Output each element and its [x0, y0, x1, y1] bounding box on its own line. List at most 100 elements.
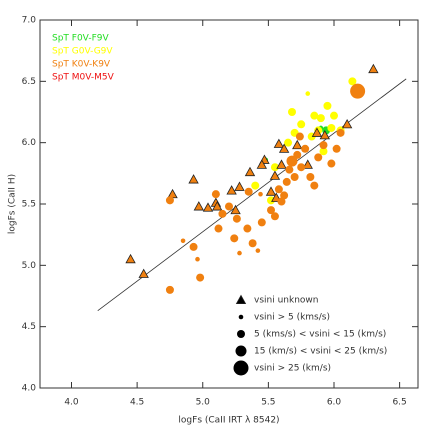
data-point [319, 147, 328, 156]
size-legend-label: vsini unknown [254, 296, 318, 306]
data-point [350, 83, 366, 99]
data-point [202, 202, 214, 212]
data-point [270, 212, 279, 221]
x-axis-label: logFs (CaII IRT λ 8542) [178, 416, 279, 426]
data-point [165, 196, 174, 205]
data-point [323, 101, 332, 110]
data-point [277, 197, 286, 206]
data-point [258, 191, 263, 197]
data-point [269, 170, 281, 180]
data-point [336, 128, 345, 137]
y-tick-label: 5.5 [22, 200, 36, 210]
data-point [310, 181, 319, 190]
data-point [295, 132, 304, 141]
size-legend-label: vsini > 5 (kms/s) [254, 313, 330, 323]
data-point [273, 138, 285, 148]
data-point [332, 144, 341, 153]
size-legend-marker [233, 360, 249, 376]
y-tick-label: 4.0 [22, 384, 37, 394]
data-point [188, 174, 199, 184]
data-point [314, 153, 323, 162]
data-point [278, 143, 290, 153]
data-point [327, 159, 336, 168]
data-point [311, 127, 323, 137]
data-point [316, 114, 325, 123]
fit-line [97, 78, 407, 312]
size-legend-label: vsini > 25 (km/s) [254, 364, 331, 374]
x-tick-label: 4.5 [130, 398, 144, 408]
data-point [193, 201, 204, 211]
data-point [297, 120, 306, 129]
data-point [237, 250, 242, 256]
data-point [218, 209, 227, 218]
data-point [341, 118, 353, 129]
data-point [234, 181, 245, 191]
legend-entry: SpT K0V-K9V [52, 60, 111, 70]
data-point [212, 201, 223, 211]
data-point [292, 139, 303, 150]
data-point [189, 242, 198, 251]
x-tick-label: 6.0 [327, 398, 342, 408]
size-legend-label: 5 (kms/s) < vsini < 15 (km/s) [254, 330, 386, 340]
data-point [267, 206, 275, 215]
data-point [274, 185, 283, 194]
y-tick-label: 4.5 [22, 322, 36, 332]
data-point [138, 268, 149, 278]
data-point [265, 186, 277, 196]
data-point [195, 256, 200, 262]
data-point [248, 239, 257, 248]
data-point [230, 234, 239, 243]
data-point [297, 163, 306, 172]
data-point [225, 202, 233, 211]
x-tick-label: 5.5 [261, 398, 275, 408]
legend-entry: SpT M0V-M5V [52, 73, 115, 83]
data-point [180, 238, 186, 244]
data-point [348, 77, 357, 86]
x-tick-label: 4.0 [64, 398, 79, 408]
data-point [284, 138, 293, 147]
data-point [276, 159, 287, 169]
data-point [256, 159, 267, 169]
data-point [165, 285, 174, 294]
legend-entry: SpT G0V-G9V [52, 47, 113, 57]
data-point [244, 187, 253, 196]
data-point [211, 190, 220, 199]
data-point [305, 91, 311, 96]
x-tick-label: 6.5 [392, 398, 406, 408]
legend-entry: SpT F0V-F9V [52, 34, 109, 44]
size-legend-marker [235, 345, 247, 357]
data-point [319, 129, 330, 140]
size-legend-marker [235, 294, 247, 304]
y-tick-label: 6.0 [22, 138, 37, 148]
data-point [244, 166, 256, 177]
y-axis-label: logFs (CaII H) [8, 174, 18, 234]
data-point [196, 273, 205, 282]
data-point [368, 63, 379, 74]
data-point [230, 204, 241, 215]
data-point [257, 218, 266, 227]
data-point [226, 185, 237, 195]
data-point [267, 196, 275, 205]
y-tick-label: 7.0 [22, 16, 37, 26]
data-point [251, 181, 260, 190]
data-point [286, 155, 298, 167]
size-legend-marker [237, 330, 245, 338]
data-point [306, 173, 315, 182]
data-point [255, 248, 261, 253]
data-point [243, 224, 252, 233]
data-point [330, 111, 338, 120]
data-point [310, 111, 319, 120]
data-point [285, 165, 294, 174]
data-point [232, 214, 241, 223]
data-point [290, 173, 299, 182]
data-point [301, 144, 310, 153]
data-point [288, 108, 296, 116]
data-point [319, 141, 328, 150]
data-point [125, 253, 136, 264]
data-point [214, 224, 223, 233]
data-point [302, 159, 313, 169]
x-tick-label: 5.0 [196, 398, 211, 408]
size-legend-marker [238, 314, 244, 320]
data-point [270, 163, 279, 172]
